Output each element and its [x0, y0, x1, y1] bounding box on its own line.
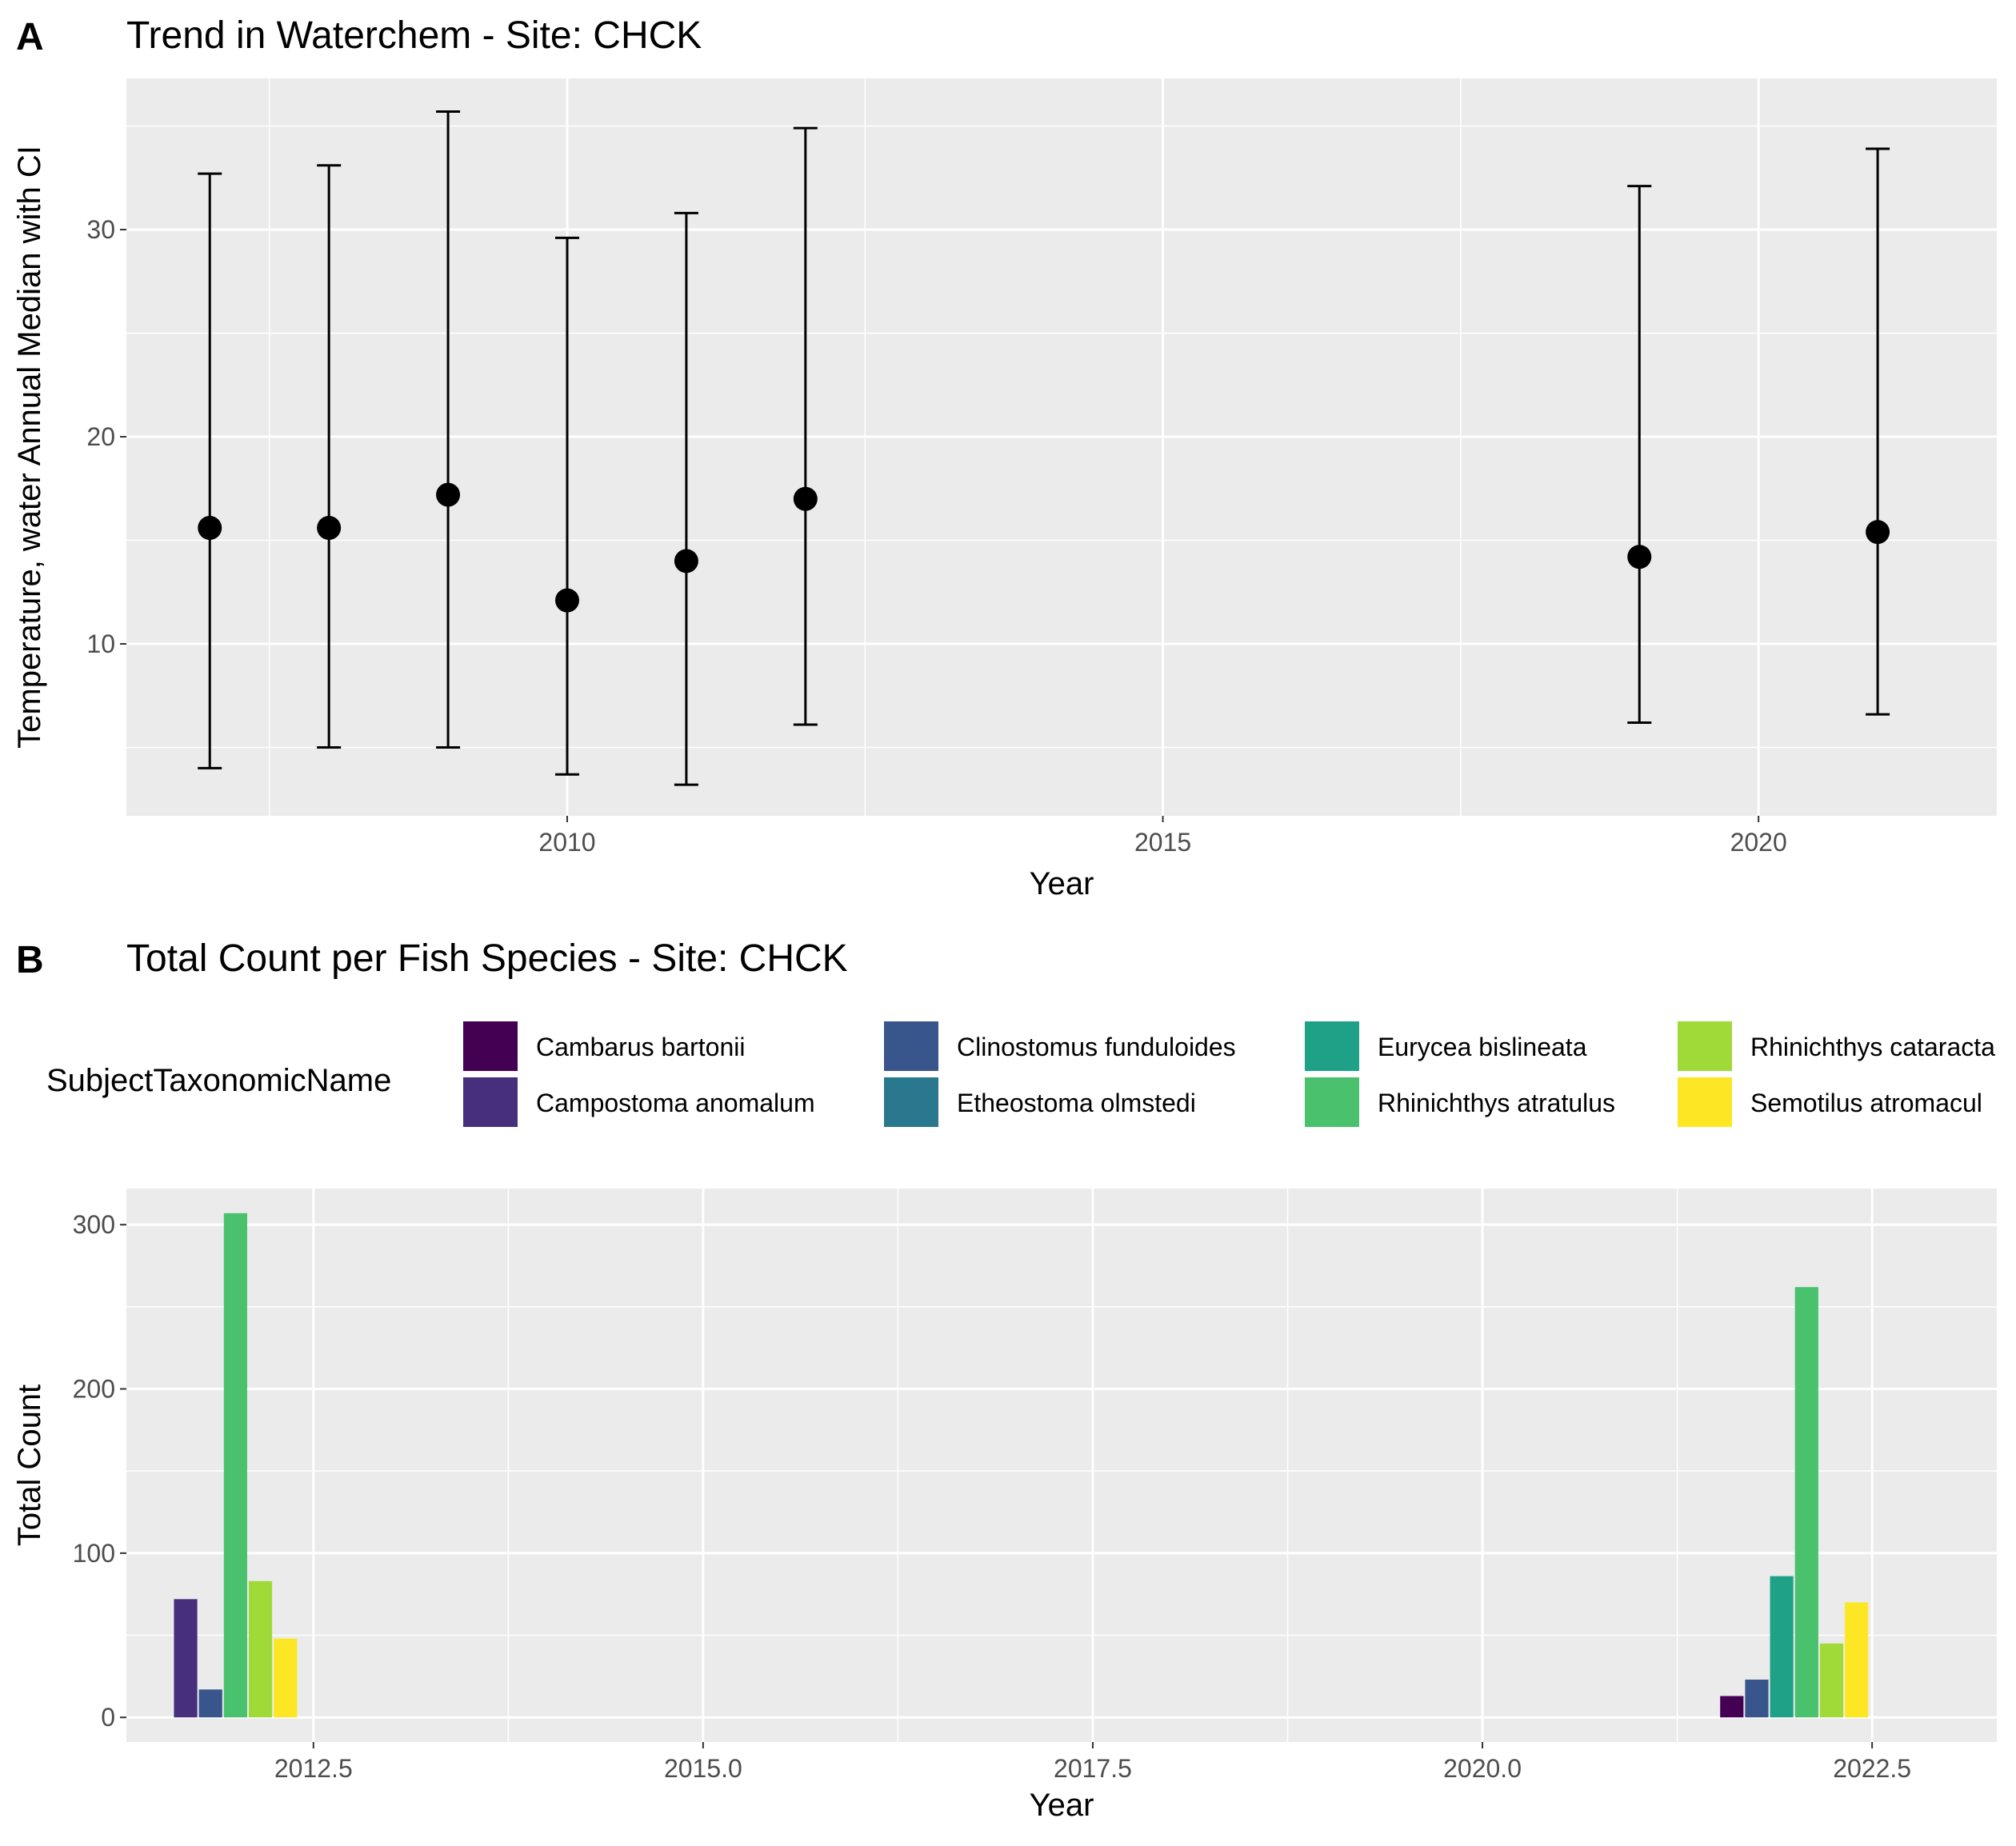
panel-a-tag: A — [16, 16, 44, 58]
panel-a: A Trend in Waterchem - Site: CHCK 2010 20… — [12, 14, 1997, 901]
legend-swatch — [882, 1020, 940, 1073]
panel-b-bars — [174, 1213, 1869, 1718]
panel-a-points — [198, 482, 1890, 613]
panel-b-x-tick-label: 2012.5 — [274, 1754, 353, 1783]
panel-a-error-bars — [198, 110, 1890, 786]
bar-rhinichthys-cataracta — [248, 1580, 273, 1718]
bar-rhinichthys-atratulus — [223, 1213, 247, 1718]
bar-semotilus-atromacul — [274, 1638, 298, 1718]
median-point — [1627, 545, 1652, 569]
legend-swatch — [462, 1020, 519, 1073]
panel-b: B Total Count per Fish Species - Site: C… — [12, 937, 1997, 1823]
legend-title: SubjectTaxonomicName — [46, 1063, 391, 1098]
bar-rhinichthys-cataracta — [1819, 1643, 1844, 1718]
bar-campostoma-anomalum — [174, 1599, 198, 1718]
panel-b-x-tick-label: 2017.5 — [1054, 1754, 1132, 1783]
legend-swatch — [462, 1076, 519, 1129]
median-point — [1866, 520, 1890, 545]
bar-semotilus-atromacul — [1845, 1602, 1869, 1718]
panel-a-y-tick-label: 10 — [86, 629, 115, 658]
panel-b-x-ticks: 2012.5 2015.0 2017.5 2020.0 2022.5 — [274, 1742, 1911, 1783]
legend-label: Etheostoma olmstedi — [957, 1089, 1196, 1117]
panel-b-x-axis-title: Year — [1030, 1788, 1094, 1823]
panel-b-y-ticks: 0 100 200 300 — [73, 1210, 126, 1732]
panel-a-gridlines — [126, 78, 1997, 816]
panel-a-y-tick-label: 20 — [86, 422, 115, 451]
panel-a-x-tick-label: 2020 — [1730, 828, 1787, 857]
panel-a-plot-background — [126, 78, 1997, 816]
panel-a-title: Trend in Waterchem - Site: CHCK — [126, 14, 702, 57]
bar-clinostomus-funduloides — [1745, 1679, 1769, 1718]
legend-swatch — [1676, 1076, 1734, 1129]
panel-b-x-tick-label: 2015.0 — [664, 1754, 742, 1783]
legend-label: Clinostomus funduloides — [957, 1033, 1236, 1061]
legend-label: Campostoma anomalum — [536, 1089, 815, 1117]
legend-label: Cambarus bartonii — [536, 1033, 745, 1061]
legend-swatch — [1303, 1076, 1361, 1129]
panel-a-x-tick-label: 2015 — [1134, 828, 1191, 857]
panel-a-x-tick-label: 2010 — [538, 828, 595, 857]
legend-label: Semotilus atromacul — [1750, 1089, 1982, 1117]
panel-b-y-tick-label: 300 — [73, 1210, 115, 1239]
median-point — [554, 588, 579, 613]
legend-label: Rhinichthys cataracta — [1750, 1033, 1995, 1061]
panel-b-x-tick-label: 2022.5 — [1833, 1754, 1911, 1783]
legend-items: Cambarus bartonii Campostoma anomalum Clin… — [462, 1020, 1995, 1129]
median-point — [674, 549, 698, 573]
panel-b-plot-background — [126, 1189, 1997, 1742]
panel-a-y-ticks: 10 20 30 — [86, 215, 126, 658]
bar-cambarus-bartonii — [1720, 1696, 1744, 1718]
panel-a-x-axis-title: Year — [1030, 866, 1094, 901]
legend-label: Eurycea bislineata — [1378, 1033, 1587, 1061]
panel-b-title: Total Count per Fish Species - Site: CHC… — [126, 937, 848, 980]
panel-a-y-axis-title: Temperature, water Annual Median with CI — [12, 146, 47, 749]
median-point — [317, 516, 342, 541]
panel-b-y-tick-label: 0 — [101, 1703, 115, 1732]
median-point — [436, 482, 461, 507]
panel-b-y-tick-label: 200 — [73, 1375, 115, 1404]
panel-b-tag: B — [16, 939, 44, 981]
median-point — [198, 516, 222, 541]
legend-swatch — [1303, 1020, 1361, 1073]
panel-b-y-axis-title: Total Count — [12, 1384, 47, 1546]
legend-swatch — [1676, 1020, 1734, 1073]
legend: SubjectTaxonomicName Cambarus bartoniiCa… — [46, 1020, 1995, 1129]
panel-b-y-tick-label: 100 — [73, 1539, 115, 1568]
panel-a-y-tick-label: 30 — [86, 215, 115, 244]
bar-clinostomus-funduloides — [198, 1689, 222, 1718]
panel-b-gridlines — [118, 1189, 1997, 1742]
panel-a-x-ticks: 2010 2015 2020 — [538, 816, 1787, 857]
median-point — [793, 486, 818, 511]
panel-b-x-tick-label: 2020.0 — [1443, 1754, 1522, 1783]
bar-eurycea-bislineata — [1770, 1576, 1794, 1718]
legend-label: Rhinichthys atratulus — [1378, 1089, 1615, 1117]
bar-rhinichthys-atratulus — [1794, 1287, 1818, 1718]
legend-swatch — [882, 1076, 940, 1129]
